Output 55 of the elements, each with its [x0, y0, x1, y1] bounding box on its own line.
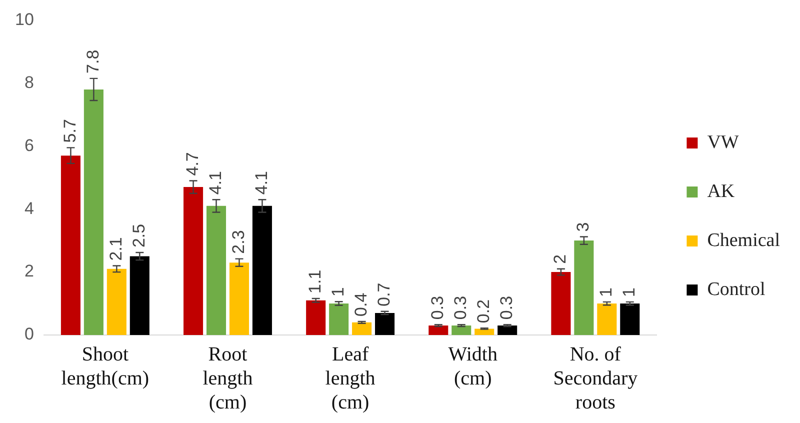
bar: [84, 89, 104, 335]
bar: [352, 322, 372, 335]
data-label: 7.8: [83, 50, 102, 74]
data-label: 5.7: [60, 119, 80, 143]
y-tick-label: 4: [24, 198, 34, 218]
bar: [428, 326, 448, 335]
data-label: 1: [620, 287, 639, 297]
data-label: 1: [596, 287, 616, 297]
data-label: 4.7: [182, 152, 202, 176]
bar: [130, 256, 150, 335]
data-label: 2.1: [106, 237, 126, 261]
bar: [498, 326, 518, 335]
bar: [474, 328, 494, 335]
data-label: 4.1: [252, 170, 271, 195]
bar: [375, 312, 395, 335]
data-label: 2: [550, 254, 570, 264]
x-tick-label: Width (cm): [448, 343, 498, 390]
bar: [229, 262, 249, 335]
data-label: 0.2: [474, 299, 494, 324]
bar: [329, 304, 349, 335]
y-tick-label: 2: [24, 262, 34, 281]
bar: [551, 272, 571, 335]
bar: [574, 240, 594, 335]
data-label: 1.1: [306, 270, 325, 294]
y-tick-label: 0: [24, 324, 34, 344]
y-tick-label: 10: [14, 10, 34, 29]
data-label: 4.1: [206, 170, 225, 195]
legend-label: VW: [707, 132, 739, 153]
legend-label: Control: [707, 278, 766, 300]
data-label: 0.4: [351, 292, 370, 316]
bar: [597, 304, 617, 335]
bar: [620, 304, 640, 335]
bar: [306, 300, 326, 335]
data-label: 2.3: [228, 230, 248, 254]
data-label: 0.3: [451, 296, 470, 320]
x-tick-label: Root length (cm): [202, 343, 253, 414]
y-tick-label: 6: [24, 136, 34, 155]
x-tick-label: No. of Secondary roots: [553, 343, 638, 414]
data-label: 2.5: [129, 224, 148, 248]
data-label: 3: [574, 222, 593, 232]
bar: [206, 206, 226, 335]
data-label: 0.7: [374, 282, 394, 306]
data-label: 1: [328, 287, 348, 297]
bar: [106, 268, 126, 335]
y-tick-label: 8: [24, 72, 34, 92]
data-label: 0.3: [497, 296, 516, 320]
legend-label: AK: [707, 180, 735, 202]
x-tick-label: Shoot length(cm): [61, 343, 150, 390]
legend-label: Chemical: [707, 230, 780, 251]
bar: [60, 156, 80, 335]
x-tick-label: Leaf length (cm): [325, 343, 376, 414]
bar: [184, 187, 204, 335]
bar: [252, 206, 272, 335]
bar: [452, 326, 472, 335]
data-label: 0.3: [428, 296, 448, 320]
